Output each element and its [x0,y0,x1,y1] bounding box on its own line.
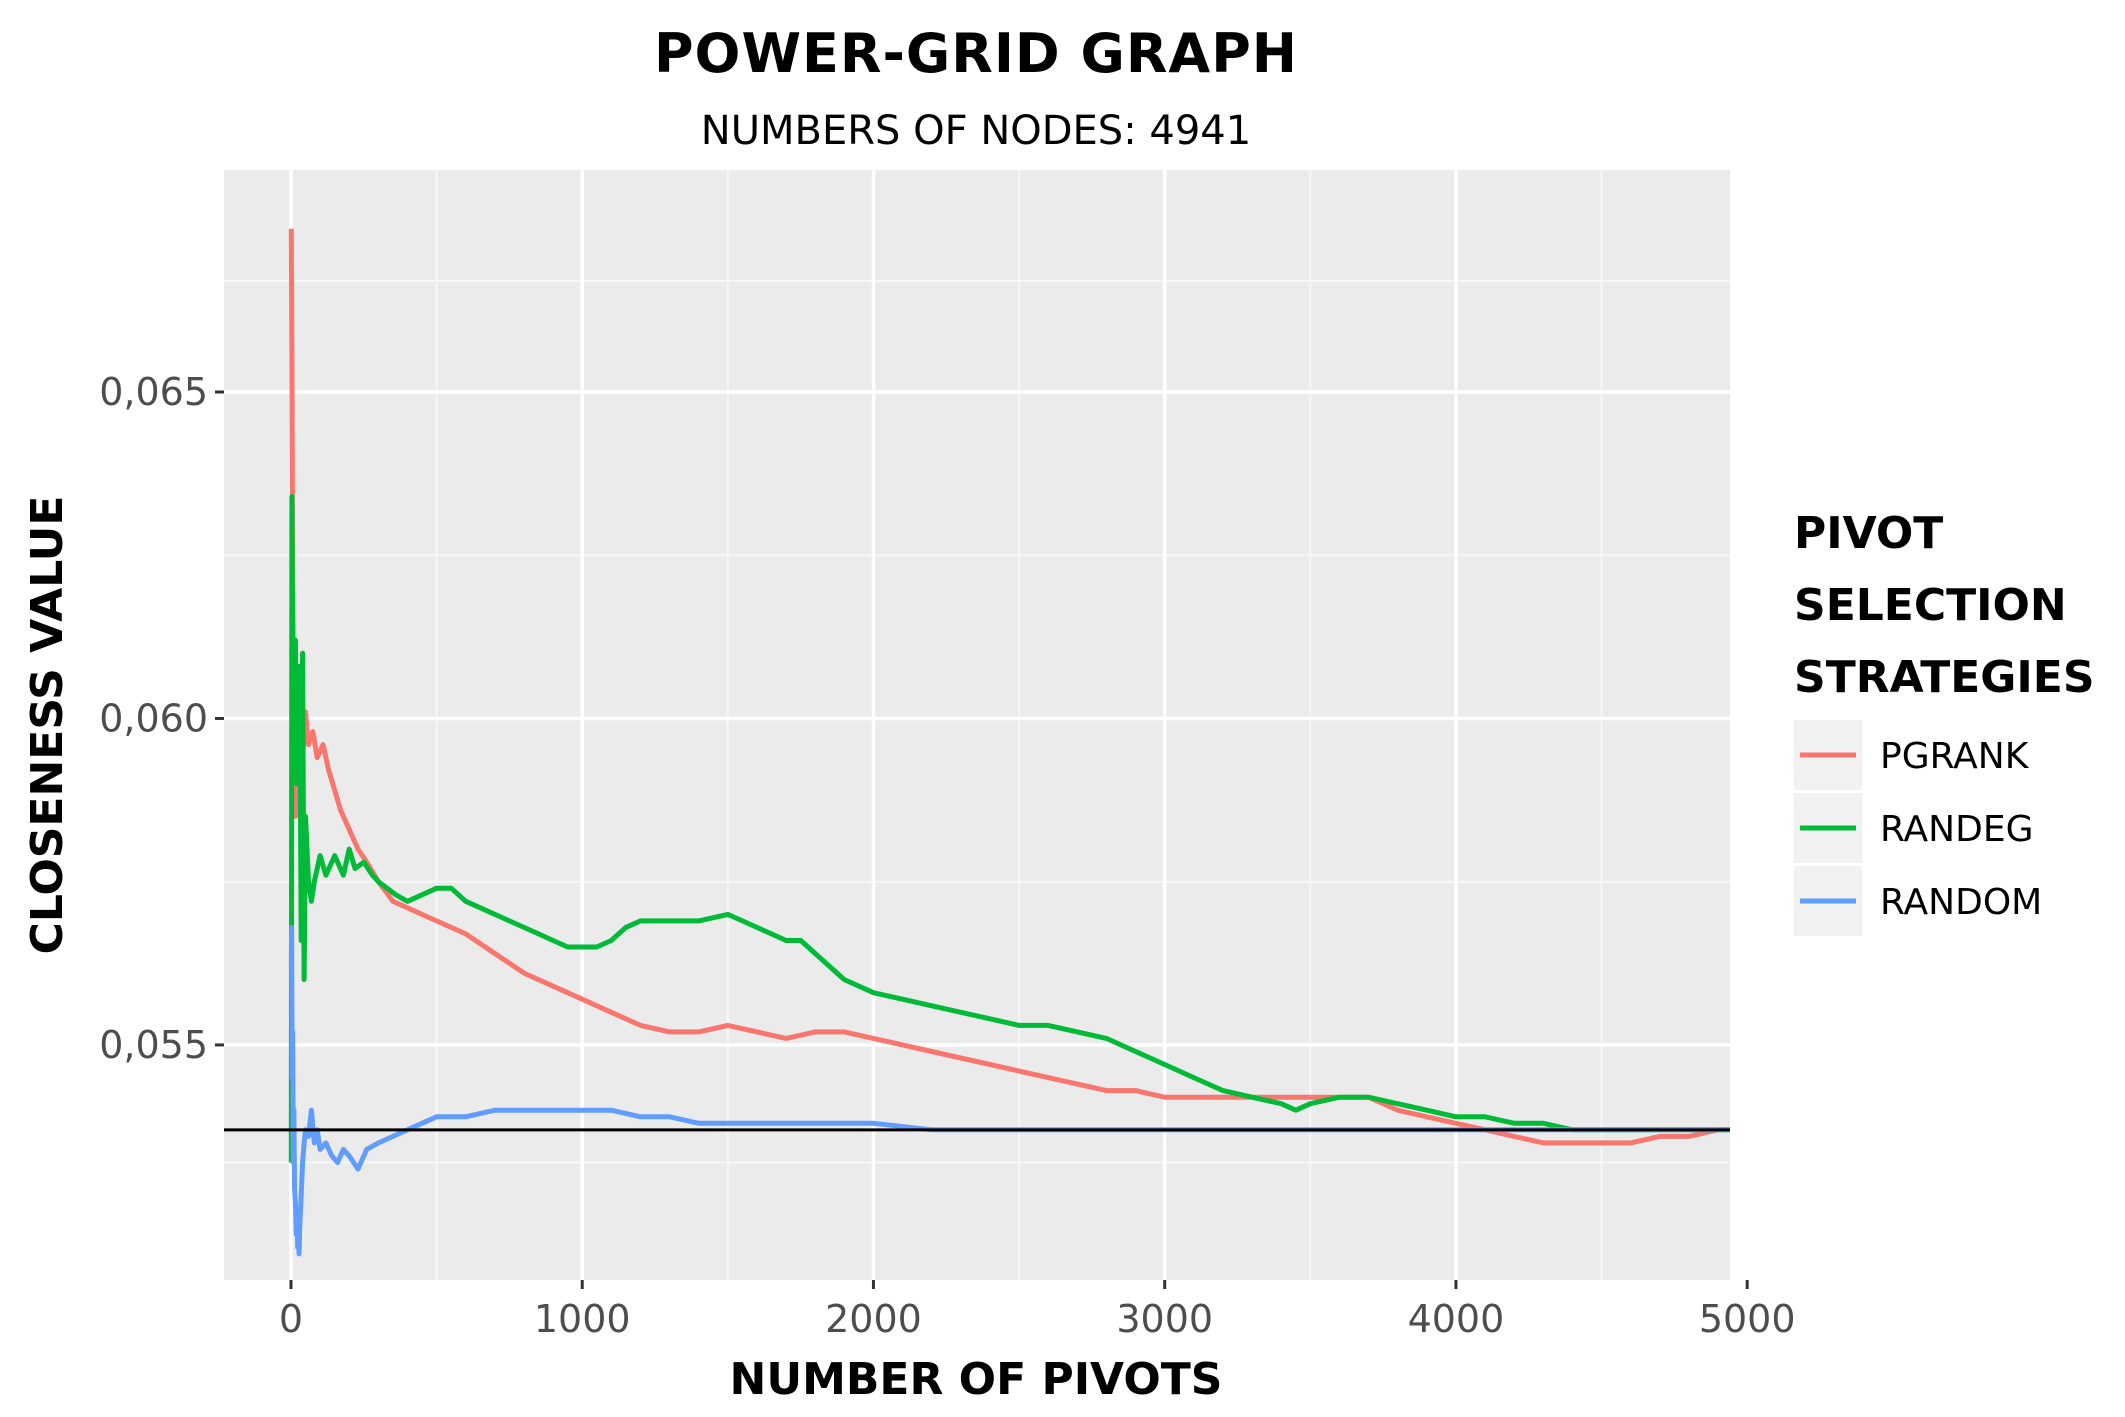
y-tick-label: 0,060 [99,696,208,740]
legend-label-random: RANDOM [1880,882,2042,923]
x-tick-label: 2000 [825,1297,922,1341]
legend-items: PGRANK RANDEG RANDOM [1794,720,2042,936]
x-tick-label: 5000 [1699,1297,1796,1341]
chart-title: POWER-GRID GRAPH [654,22,1298,85]
x-axis-ticks: 0 1000 2000 3000 4000 5000 [279,1280,1796,1341]
legend-title-line: PIVOT [1794,508,1943,559]
legend-label-randeg: RANDEG [1880,809,2033,850]
x-axis-title: NUMBER OF PIVOTS [730,1354,1223,1405]
x-tick-label: 3000 [1116,1297,1213,1341]
x-tick-label: 4000 [1408,1297,1505,1341]
series-line-randeg [288,494,1730,1163]
y-tick-label: 0,055 [99,1023,208,1067]
chart-subtitle: NUMBERS OF NODES: 4941 [701,108,1251,154]
y-axis-title: CLOSENESS VALUE [22,496,73,955]
legend-label-pgrank: PGRANK [1880,736,2030,777]
legend-title-line: SELECTION [1794,580,2067,631]
legend-title: PIVOT SELECTION STRATEGIES [1794,508,2095,703]
legend: PIVOT SELECTION STRATEGIES PGRANK RANDEG RAN… [1794,508,2095,936]
plot-panel [224,170,1730,1280]
series-line-pgrank [288,228,1730,1146]
grid-minor [224,170,1730,1280]
y-axis-ticks: 0,055 0,060 0,065 [99,370,224,1067]
legend-title-line: STRATEGIES [1794,652,2095,703]
x-tick-label: 1000 [534,1297,631,1341]
x-tick-label: 0 [279,1297,303,1341]
y-tick-label: 0,065 [99,370,208,414]
